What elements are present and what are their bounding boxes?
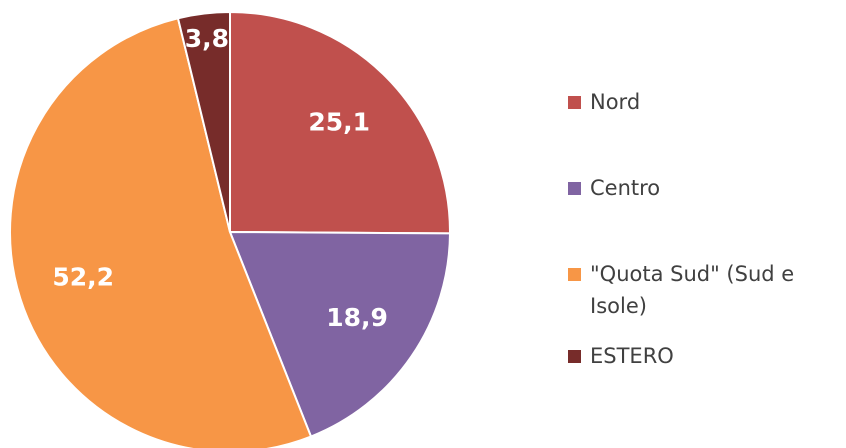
legend-item: ESTERO — [566, 340, 836, 372]
data-label: 52,2 — [52, 263, 114, 292]
legend-label: Centro — [590, 176, 661, 200]
legend: Nord Centro "Quota Sud" (Sud e Isole) ESTER… — [566, 86, 836, 426]
legend-swatch — [568, 182, 581, 195]
data-label: 25,1 — [308, 107, 370, 136]
legend-swatch — [568, 350, 581, 363]
legend-item: Nord — [566, 86, 836, 118]
legend-label: ESTERO — [590, 344, 674, 368]
legend-item: Centro — [566, 172, 836, 204]
pie-slice — [229, 10, 451, 235]
pie-slice — [9, 17, 313, 448]
legend-label: Nord — [590, 90, 641, 114]
data-label: 18,9 — [326, 303, 388, 332]
data-label: 3,8 — [185, 24, 229, 53]
legend-swatch — [568, 268, 581, 281]
pie-slice — [176, 10, 231, 233]
pie-slice — [228, 230, 452, 438]
legend-swatch — [568, 96, 581, 109]
legend-label: "Quota Sud" (Sud e Isole) — [590, 262, 795, 318]
legend-item: "Quota Sud" (Sud e Isole) — [566, 258, 836, 322]
